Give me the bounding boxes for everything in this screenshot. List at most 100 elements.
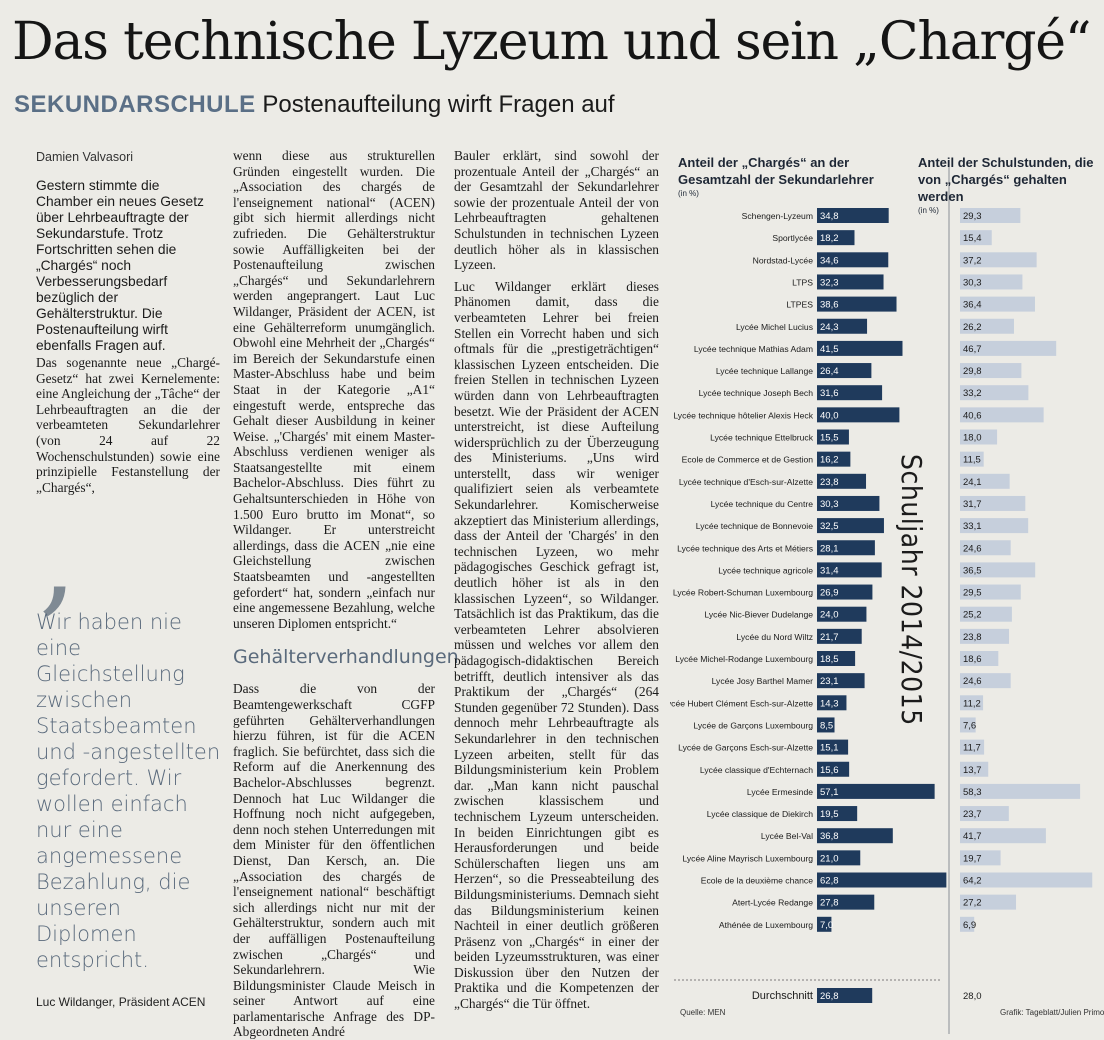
category-label: Lycée Ermesinde: [747, 787, 813, 797]
bar-right: [960, 783, 1081, 799]
bar-left-value-label: 21,7: [820, 632, 839, 643]
bar-left-value-label: 15,1: [820, 743, 839, 754]
bar-left: [817, 584, 873, 600]
bar-left-value-label: 31,4: [820, 565, 839, 576]
bar-left-value-label: 19,5: [820, 809, 839, 820]
bar-left-value-label: 15,6: [820, 765, 839, 776]
bar-left-value-label: 14,3: [820, 698, 839, 709]
bar-right-value-label: 46,7: [963, 344, 982, 355]
bar-left-value-label: 23,1: [820, 676, 839, 687]
bar-right-value-label: 18,6: [963, 654, 982, 665]
chart-header-right-text: Anteil der Schulstunden, die von „Chargé…: [918, 155, 1094, 204]
bar-right-value-label: 29,8: [963, 366, 982, 377]
bar-left: [817, 340, 903, 356]
bar-left-value-label: 41,5: [820, 344, 839, 355]
bar-right-value-label: 6,9: [963, 920, 976, 931]
bar-left: [817, 274, 884, 290]
bar-right: [960, 208, 1021, 223]
bar-left-value-label: 57,1: [820, 787, 839, 798]
bar-right: [960, 562, 1036, 578]
bar-right: [960, 495, 1026, 511]
bar-left: [817, 850, 861, 866]
chart-vertical-label-text: Schuljahr 2014/2015: [895, 454, 928, 726]
bar-right: [960, 850, 1001, 866]
bar-left: [817, 562, 882, 578]
bar-right-value-label: 11,5: [963, 455, 981, 466]
body-paragraph-1: Das sogenannte neue „Chargé-Gesetz“ hat …: [36, 355, 220, 495]
bar-left-value-label: 27,8: [820, 898, 839, 909]
bar-right: [960, 717, 976, 733]
bar-right-value-label: 7,6: [963, 720, 976, 731]
pull-quote: Wir haben nie eine Gleichstellung zwisch…: [36, 610, 221, 972]
bar-left: [817, 407, 900, 423]
bar-right: [960, 473, 1010, 489]
bar-left-value-label: 24,3: [820, 322, 839, 333]
category-label: Sportlycée: [772, 233, 813, 243]
bar-left: [817, 739, 849, 755]
bar-left: [817, 318, 868, 334]
col3-paragraph-1: Bauler erklärt, sind sowohl der prozentu…: [454, 148, 659, 273]
bar-right: [960, 296, 1035, 312]
bar-left-value-label: 16,2: [820, 455, 839, 466]
bar-left-value-label: 18,5: [820, 654, 839, 665]
bar-right: [960, 252, 1037, 268]
bar-right: [960, 872, 1093, 888]
bar-right-value-label: 33,2: [963, 388, 982, 399]
bar-left: [817, 628, 862, 644]
col3-paragraph-2: Luc Wildanger erklärt dieses Phänomen da…: [454, 278, 659, 1012]
bar-left-value-label: 15,5: [820, 433, 839, 444]
category-label: Lycée classique d'Echternach: [700, 765, 813, 775]
bar-right-value-label: 36,5: [963, 565, 982, 576]
bar-right: [960, 894, 1017, 910]
bar-average-left: [817, 988, 873, 1003]
category-label: Lycée technique Lallange: [716, 366, 813, 376]
bar-right-value-label: 25,2: [963, 610, 982, 621]
bar-right-value-label: 11,2: [963, 698, 981, 709]
bar-left-value-label: 18,2: [820, 233, 839, 244]
bar-left: [817, 385, 883, 401]
bar-left-value-label: 24,0: [820, 610, 839, 621]
bar-right-value-label: 19,7: [963, 853, 982, 864]
bar-left-value-label: 32,3: [820, 277, 839, 288]
bar-right: [960, 628, 1010, 644]
bar-left-value-label: 62,8: [820, 876, 839, 887]
bar-left: [817, 230, 855, 246]
bar-left: [817, 495, 880, 511]
bar-left-value-label: 32,5: [820, 521, 839, 532]
bar-left: [817, 451, 851, 467]
chart-header-left: Anteil der „Chargés“ an der Gesamtzahl d…: [678, 154, 898, 199]
bar-left-value-label: 31,6: [820, 388, 839, 399]
bar-right-value-label: 31,7: [963, 499, 982, 510]
bar-left: [817, 651, 856, 666]
category-label: Atert-Lycée Redange: [732, 898, 813, 908]
chart-source: Quelle: MEN: [680, 1008, 726, 1017]
bar-left-value-label: 7,0: [820, 920, 833, 931]
bar-left: [817, 872, 947, 888]
average-label: Durchschnitt: [752, 990, 813, 1002]
bar-left: [817, 761, 850, 777]
bar-right: [960, 340, 1057, 356]
bar-right-value-label: 13,7: [963, 765, 982, 776]
bar-left-value-label: 21,0: [820, 853, 839, 864]
chart-credit: Grafik: Tageblatt/Julien Primout: [1000, 1008, 1104, 1017]
bar-right-value-label: 40,6: [963, 410, 982, 421]
category-label: Lycée technique du Centre: [711, 499, 814, 509]
col2-paragraph-1: wenn diese aus strukturellen Gründen ein…: [233, 148, 435, 631]
bar-left: [817, 695, 847, 711]
bar-left: [817, 673, 865, 689]
bar-left-value-label: 34,6: [820, 255, 839, 266]
bar-left-value-label: 28,1: [820, 543, 839, 554]
bar-right-value-label: 33,1: [963, 521, 982, 532]
bar-left: [817, 518, 884, 534]
bar-left: [817, 473, 867, 489]
bar-left: [817, 363, 872, 379]
bar-right: [960, 540, 1011, 556]
category-label: Lycée Aline Mayrisch Luxembourg: [682, 853, 813, 863]
bar-left-value-label: 34,8: [820, 211, 839, 222]
category-label: Schengen-Lyzeum: [742, 211, 813, 221]
bar-right-value-label: 24,6: [963, 543, 982, 554]
column-3: Bauler erklärt, sind sowohl der prozentu…: [454, 148, 659, 1012]
bar-left: [817, 828, 893, 844]
author: Damien Valvasori: [36, 150, 134, 164]
bar-right-value-label: 18,0: [963, 433, 982, 444]
